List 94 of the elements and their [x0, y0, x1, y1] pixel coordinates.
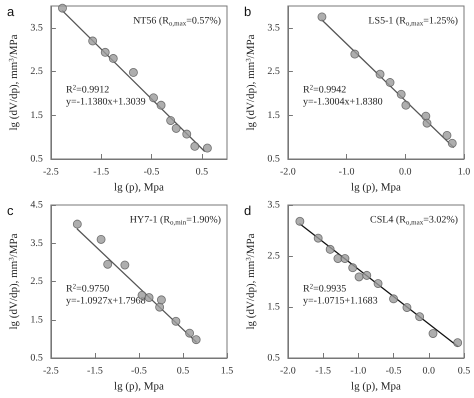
- y-tick-label: 1.5: [30, 110, 43, 121]
- y-tick-label: 2.5: [30, 66, 43, 78]
- point: [415, 312, 424, 322]
- point: [182, 130, 192, 138]
- y-tick-label: 2.5: [267, 66, 280, 78]
- point: [295, 216, 304, 226]
- point: [314, 234, 323, 243]
- point: [72, 220, 82, 229]
- y-tick-label: 1.5: [30, 314, 43, 326]
- point: [157, 295, 166, 304]
- y-tick-label: 0.5: [30, 352, 43, 364]
- y-tick-label: 4.5: [30, 200, 43, 210]
- point: [88, 36, 98, 46]
- point: [374, 279, 382, 288]
- y-tick-label: 0.5: [267, 352, 280, 364]
- x-tick-label: -2.5: [42, 366, 59, 376]
- y-tick-label: 3.5: [267, 22, 280, 34]
- y-tick-label: 3.5: [267, 200, 280, 210]
- y-tick-label: 2.5: [267, 250, 280, 262]
- point: [318, 12, 326, 22]
- x-tick-label: -2.0: [280, 366, 296, 376]
- x-tick-label: -0.5: [131, 366, 147, 376]
- chart-title: a: [7, 4, 15, 19]
- point: [376, 70, 384, 79]
- x-tick-label: -2.5: [42, 166, 59, 178]
- point: [326, 244, 335, 254]
- x-tick-label: 0.0: [422, 366, 436, 376]
- point: [340, 254, 350, 263]
- point: [396, 90, 406, 99]
- x-tick-label: 0.0: [399, 166, 412, 178]
- point: [428, 329, 438, 338]
- point: [348, 263, 358, 272]
- annotation: y=-1.0715+1.1683: [303, 296, 378, 306]
- x-axis-title: lg (p), Mpa: [351, 380, 401, 392]
- point: [58, 4, 67, 13]
- x-tick-label: -0.5: [144, 166, 160, 178]
- y-tick-label: 1.5: [267, 110, 280, 121]
- x-axis-title: lg (p), Mpa: [114, 181, 164, 194]
- x-tick-label: -1.5: [93, 166, 110, 178]
- x-tick-label: 0.5: [176, 366, 190, 376]
- x-tick-label: 0.5: [196, 166, 208, 178]
- point: [362, 270, 372, 280]
- x-tick-label: -1.0: [338, 166, 355, 178]
- point: [185, 328, 194, 338]
- point: [129, 68, 138, 77]
- point: [422, 118, 432, 128]
- y-tick-label: 3.5: [30, 22, 43, 34]
- point: [202, 144, 212, 152]
- y-tick-label: 3.5: [30, 238, 43, 249]
- chart-title: d: [244, 203, 252, 218]
- point: [389, 294, 398, 304]
- y-tick-label: 0.5: [30, 154, 43, 164]
- point: [155, 302, 164, 312]
- x-tick-label: 1.0: [458, 166, 470, 178]
- x-tick-label: -1.5: [315, 366, 332, 376]
- x-tick-label: -2.0: [280, 166, 296, 178]
- annotation: y=-1.3004x+1.8380: [303, 96, 383, 108]
- y-tick-label: 1.5: [267, 302, 280, 312]
- point: [172, 124, 181, 133]
- point: [149, 93, 158, 102]
- y-tick-label: 0.5: [267, 154, 280, 164]
- x-tick-label: -1.0: [350, 366, 366, 376]
- point: [402, 303, 412, 312]
- y-tick-label: 2.5: [30, 276, 43, 287]
- point: [192, 335, 201, 344]
- x-tick-label: -0.5: [386, 366, 402, 376]
- point: [172, 316, 180, 326]
- x-axis-title: lg (p), Mpa: [114, 380, 164, 392]
- point: [421, 112, 430, 121]
- point: [386, 78, 394, 87]
- point: [448, 138, 457, 148]
- point: [453, 338, 462, 348]
- point: [120, 260, 130, 270]
- point: [442, 130, 452, 140]
- x-tick-label: -1.5: [87, 366, 103, 376]
- point: [354, 272, 364, 282]
- annotation: y=-1.0927x+1.7968: [66, 296, 146, 306]
- point: [108, 54, 118, 63]
- x-tick-label: 1.5: [220, 366, 234, 376]
- point: [100, 48, 110, 57]
- point: [96, 235, 106, 244]
- point: [166, 116, 176, 125]
- point: [144, 293, 154, 302]
- chart-title: c: [7, 203, 14, 218]
- x-tick-label: 0.5: [458, 366, 470, 376]
- point: [156, 100, 166, 110]
- point: [103, 260, 112, 269]
- point: [190, 142, 200, 151]
- annotation: y=-1.1380x+1.3039: [66, 96, 146, 108]
- point: [334, 254, 342, 263]
- point: [350, 50, 360, 58]
- chart-title: b: [244, 4, 252, 19]
- x-axis-title: lg (p), Mpa: [351, 181, 401, 194]
- point: [401, 100, 410, 110]
